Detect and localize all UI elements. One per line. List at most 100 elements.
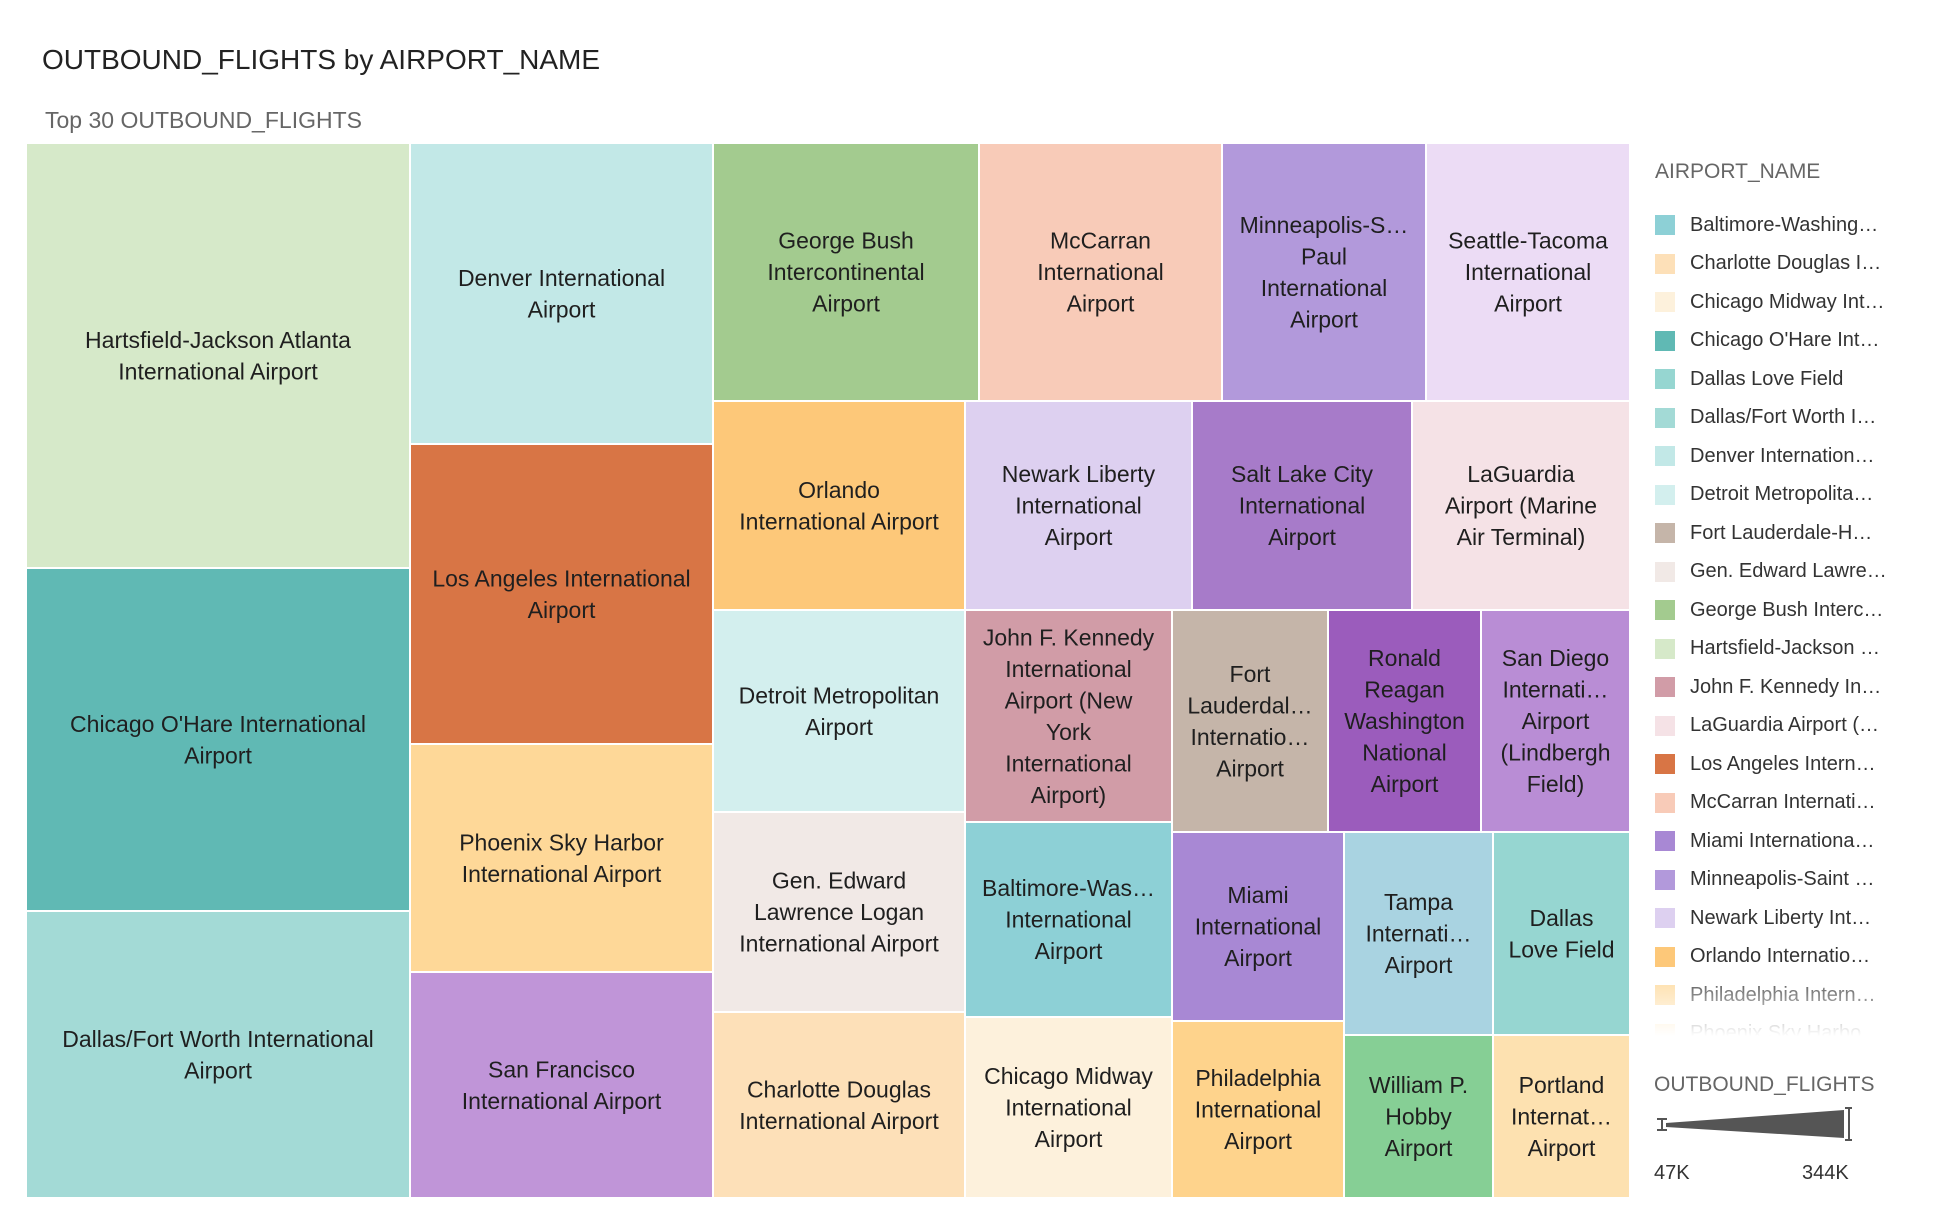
legend-item[interactable]: Miami Internationa… [1655, 822, 1915, 861]
treemap-cell-rect[interactable] [1343, 831, 1494, 1036]
treemap-cell-label-line: Newark Liberty [1002, 461, 1156, 487]
legend-item[interactable]: Dallas/Fort Worth I… [1655, 399, 1915, 438]
legend-swatch [1655, 407, 1675, 428]
treemap-cell[interactable]: Fort Lauderdal… Internatio… Airport [1171, 609, 1329, 833]
treemap-cell[interactable]: San Diego Internati… Airport (Lindbergh Fiel… [1480, 609, 1631, 833]
legend-item[interactable]: Charlotte Douglas I… [1655, 245, 1915, 284]
treemap-cell-rect[interactable] [1425, 142, 1631, 402]
legend-swatch [1655, 754, 1675, 775]
treemap-cell[interactable]: Los Angeles International Airport [409, 443, 714, 745]
size-legend-title: OUTBOUND_FLIGHTS [1654, 1073, 1875, 1096]
treemap-cell-label-line: Internatio… [1191, 724, 1310, 750]
treemap-cell-rect[interactable] [409, 971, 714, 1199]
treemap-cell-rect[interactable] [712, 400, 966, 611]
treemap-cell-rect[interactable] [1480, 609, 1631, 833]
legend-item[interactable]: Dallas Love Field [1655, 360, 1915, 399]
treemap-cell-rect[interactable] [409, 743, 714, 973]
legend-item[interactable]: Newark Liberty Int… [1655, 899, 1915, 938]
treemap-cell-label: George Bush Intercontinental Airport [767, 228, 924, 317]
treemap-cell-rect[interactable] [964, 609, 1173, 823]
treemap-cell[interactable]: George Bush Intercontinental Airport [712, 142, 980, 402]
treemap-cell[interactable]: Denver International Airport [409, 142, 714, 445]
treemap-cell[interactable]: Minneapolis-S… Paul International Airport [1221, 142, 1427, 402]
legend-item[interactable]: Chicago Midway Int… [1655, 283, 1915, 322]
treemap-cell-label-line: Dallas [1530, 905, 1594, 931]
legend-item[interactable]: Baltimore-Washing… [1655, 206, 1915, 245]
treemap-cell-rect[interactable] [1171, 1020, 1345, 1199]
treemap-cell-label-line: McCarran [1050, 228, 1151, 254]
treemap-cell-rect[interactable] [712, 609, 966, 813]
treemap-cell-rect[interactable] [409, 142, 714, 445]
legend-item[interactable]: Philadelphia Intern… [1655, 976, 1915, 1015]
treemap-cell[interactable]: Charlotte Douglas International Airport [712, 1011, 966, 1199]
treemap-cell-rect[interactable] [1221, 142, 1427, 402]
legend-item[interactable]: Orlando Internatio… [1655, 938, 1915, 977]
treemap-cell[interactable]: LaGuardia Airport (Marine Air Terminal) [1411, 400, 1631, 611]
treemap-cell[interactable]: Miami International Airport [1171, 831, 1345, 1022]
treemap-cell-rect[interactable] [1343, 1034, 1494, 1199]
treemap-cell[interactable]: Portland Internat… Airport [1492, 1034, 1631, 1199]
treemap-cell-label: Chicago Midway International Airport [984, 1063, 1153, 1152]
treemap-cell[interactable]: Phoenix Sky Harbor International Airport [409, 743, 714, 973]
treemap-cell-label-line: Airport [805, 714, 873, 740]
treemap-cell[interactable]: Dallas Love Field [1492, 831, 1631, 1036]
treemap-cell[interactable]: Chicago O'Hare International Airport [25, 567, 411, 912]
treemap-cell-rect[interactable] [1492, 1034, 1631, 1199]
legend-swatch [1655, 831, 1675, 852]
color-legend[interactable]: Baltimore-Washing… Charlotte Douglas I… Ch… [1655, 206, 1915, 1036]
legend-item[interactable]: Denver Internation… [1655, 437, 1915, 476]
treemap-cell-rect[interactable] [978, 142, 1223, 402]
treemap-cell-rect[interactable] [712, 1011, 966, 1199]
size-ramp-min-tick [1657, 1118, 1667, 1131]
treemap-cell-rect[interactable] [712, 142, 980, 402]
treemap-cell[interactable]: Gen. Edward Lawrence Logan International A… [712, 811, 966, 1013]
treemap-cell[interactable]: San Francisco International Airport [409, 971, 714, 1199]
treemap-cell-label-line: Internati… [1365, 921, 1471, 947]
treemap-cell[interactable]: William P. Hobby Airport [1343, 1034, 1494, 1199]
treemap-cell[interactable]: Salt Lake City International Airport [1191, 400, 1413, 611]
treemap-cell-rect[interactable] [1171, 609, 1329, 833]
treemap-cell[interactable]: Dallas/Fort Worth International Airport [25, 910, 411, 1199]
treemap-cell-label-line: Tampa [1384, 889, 1453, 915]
legend-item[interactable]: Minneapolis-Saint … [1655, 861, 1915, 900]
legend-item[interactable]: Chicago O'Hare Int… [1655, 322, 1915, 361]
legend-item[interactable]: Detroit Metropolita… [1655, 476, 1915, 515]
treemap-cell-rect[interactable] [1492, 831, 1631, 1036]
treemap-cell-rect[interactable] [964, 821, 1173, 1018]
treemap-cell[interactable]: Tampa Internati… Airport [1343, 831, 1494, 1036]
legend-item[interactable]: Hartsfield-Jackson … [1655, 630, 1915, 669]
treemap-cell[interactable]: John F. Kennedy International Airport (New… [964, 609, 1173, 823]
treemap-cell[interactable]: Hartsfield-Jackson Atlanta International … [25, 142, 411, 569]
treemap-cell-label: San Francisco International Airport [462, 1056, 662, 1114]
treemap-cell[interactable]: Detroit Metropolitan Airport [712, 609, 966, 813]
legend-item[interactable]: George Bush Interc… [1655, 591, 1915, 630]
legend-item[interactable]: Fort Lauderdale-H… [1655, 514, 1915, 553]
treemap-cell-rect[interactable] [1171, 831, 1345, 1022]
treemap-cell[interactable]: Newark Liberty International Airport [964, 400, 1193, 611]
legend-item[interactable]: Gen. Edward Lawre… [1655, 553, 1915, 592]
legend-item[interactable]: John F. Kennedy In… [1655, 668, 1915, 707]
legend-item[interactable]: McCarran Internati… [1655, 784, 1915, 823]
treemap-cell[interactable]: Baltimore-Was… International Airport [964, 821, 1173, 1018]
treemap-cell-label: William P. Hobby Airport [1369, 1072, 1468, 1161]
legend-item[interactable]: Phoenix Sky Harbo… [1655, 1015, 1915, 1036]
legend-item[interactable]: Los Angeles Intern… [1655, 745, 1915, 784]
treemap-cell-label: Los Angeles International Airport [432, 565, 690, 623]
treemap-cell[interactable]: Orlando International Airport [712, 400, 966, 611]
treemap-cell-rect[interactable] [25, 910, 411, 1199]
treemap-cell[interactable]: Chicago Midway International Airport [964, 1016, 1173, 1199]
treemap-cell-rect[interactable] [25, 567, 411, 912]
treemap-cell[interactable]: Ronald Reagan Washington National Airport [1327, 609, 1482, 833]
treemap-cell-rect[interactable] [1411, 400, 1631, 611]
treemap-cell-rect[interactable] [409, 443, 714, 745]
treemap-cell[interactable]: Philadelphia International Airport [1171, 1020, 1345, 1199]
treemap-cell[interactable]: McCarran International Airport [978, 142, 1223, 402]
legend-item[interactable]: LaGuardia Airport (… [1655, 707, 1915, 746]
treemap-cell-rect[interactable] [964, 1016, 1173, 1199]
treemap-cell[interactable]: Seattle-Tacoma International Airport [1425, 142, 1631, 402]
treemap-cell-label-line: Seattle-Tacoma [1448, 228, 1608, 254]
legend-swatch [1655, 946, 1675, 967]
treemap-cell-rect[interactable] [25, 142, 411, 569]
treemap-cell-rect[interactable] [1327, 609, 1482, 833]
treemap-cell-label-line: Airport [1224, 945, 1292, 971]
